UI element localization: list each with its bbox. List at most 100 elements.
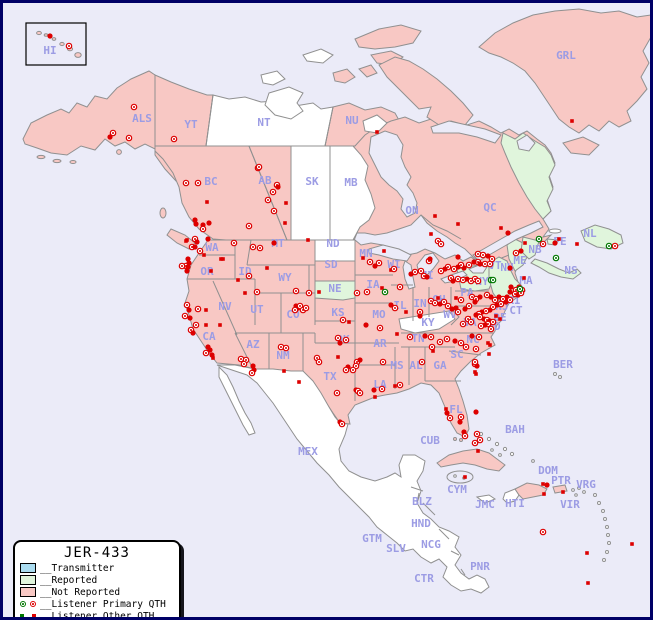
listener-primary-marker (202, 349, 210, 357)
region-newfoundland (580, 224, 624, 250)
listener-cluster-marker (449, 306, 455, 312)
listener-primary-marker (125, 134, 133, 142)
listener-primary-marker (376, 324, 384, 332)
aleutian-island (36, 154, 46, 160)
listener-primary-marker-reported (489, 276, 497, 284)
listener-primary-marker (462, 343, 470, 351)
anticosti-island (548, 228, 562, 234)
region-label-tn: TN (411, 332, 424, 345)
listener-primary-marker-reported (552, 254, 560, 262)
listener-primary-marker (491, 296, 499, 304)
listener-primary-marker (459, 320, 467, 328)
listener-primary-qth-icon (20, 600, 36, 608)
region-label-vrg: VRG (576, 478, 596, 491)
listener-cluster-marker (455, 254, 461, 260)
region-label-me: ME (513, 254, 526, 267)
region-label-mex: MEX (298, 445, 318, 458)
legend-rows: __Transmitter __Reported __Not Reported __L… (20, 563, 174, 617)
listener-cluster-marker (205, 236, 211, 242)
listener-primary-marker (457, 413, 465, 421)
region-label-jmc: JMC (475, 498, 495, 511)
region-label-gtm: GTM (362, 532, 382, 545)
listener-primary-marker (486, 260, 494, 268)
listener-primary-marker (339, 316, 347, 324)
listener-primary-marker (363, 288, 371, 296)
region-vancouver-island (166, 228, 196, 250)
listener-other-qth-marker (284, 201, 288, 205)
listener-cluster-marker (427, 256, 433, 262)
region-kentucky (398, 310, 456, 334)
bermuda-island (558, 375, 562, 379)
listener-cluster-marker (508, 284, 514, 290)
region-ellesmere-island (354, 24, 422, 50)
listener-primary-marker (65, 42, 73, 50)
listener-other-qth-marker (474, 372, 478, 376)
listener-cluster-marker (518, 248, 524, 254)
listener-other-qth-marker (202, 253, 206, 257)
listener-cluster-marker (363, 322, 369, 328)
region-label-blz: BLZ (412, 495, 432, 508)
region-baja (218, 365, 256, 436)
listener-other-qth-marker (393, 384, 397, 388)
florida-key (459, 438, 463, 442)
listener-cluster-marker (408, 271, 414, 277)
listener-cluster-marker (453, 305, 459, 311)
listener-primary-marker (443, 335, 451, 343)
listener-primary-marker (471, 358, 479, 366)
listener-primary-marker (444, 302, 452, 310)
listener-primary-marker (489, 318, 497, 326)
listener-cluster-marker (192, 244, 198, 250)
listener-other-qth-marker (184, 239, 188, 243)
region-label-ky: KY (421, 316, 435, 329)
listener-primary-marker (476, 436, 484, 444)
listener-primary-marker (182, 179, 190, 187)
region-label-mb: MB (344, 176, 358, 189)
listener-primary-marker (255, 163, 263, 171)
region-victoria-island (264, 86, 304, 120)
region-label-als: ALS (132, 112, 152, 125)
region-label-ma: MA (519, 274, 533, 287)
region-sask (290, 145, 331, 241)
listener-other-qth-marker (498, 317, 502, 321)
listener-other-qth-marker (380, 286, 384, 290)
listener-primary-marker (512, 249, 520, 257)
listener-primary-marker (292, 287, 300, 295)
listener-other-qth-marker (541, 482, 545, 486)
small-islands (446, 228, 611, 562)
listener-primary-marker (417, 267, 425, 275)
bermuda-island (553, 372, 557, 376)
listener-cluster-marker (206, 220, 212, 226)
listener-cluster-marker (444, 410, 450, 416)
listener-other-qth-marker (209, 269, 213, 273)
listener-cluster-marker (477, 261, 483, 267)
region-somerset-island (358, 64, 378, 78)
listener-primary-marker (338, 420, 346, 428)
listener-other-qth-marker (585, 551, 589, 555)
listener-other-qth-marker (221, 257, 225, 261)
region-label-mo: MO (372, 308, 386, 321)
kodiak-island (116, 149, 122, 155)
region-label-yt: YT (184, 118, 198, 131)
region-label-wa: WA (205, 241, 219, 254)
listener-primary-marker (475, 333, 483, 341)
listener-markers (47, 33, 634, 585)
listener-cluster-marker (193, 221, 199, 227)
listener-other-qth-marker (204, 323, 208, 327)
listener-primary-marker (248, 369, 256, 377)
listener-primary-marker (465, 261, 473, 269)
listener-other-qth-marker (436, 296, 440, 300)
listener-primary-marker (356, 389, 364, 397)
listener-primary-marker (269, 188, 277, 196)
listener-cluster-marker (186, 307, 192, 313)
listener-other-qth-marker (297, 380, 301, 384)
listener-primary-marker (457, 339, 465, 347)
listener-primary-marker (390, 265, 398, 273)
listener-cluster-marker (424, 274, 430, 280)
legend-item-label: __Reported (40, 574, 98, 586)
listener-primary-marker (282, 344, 290, 352)
listener-primary-marker (181, 312, 189, 320)
listener-other-qth-marker (395, 332, 399, 336)
legend-item: __Not Reported (20, 587, 174, 598)
listener-other-qth-marker (487, 352, 491, 356)
listener-primary-marker (342, 336, 350, 344)
